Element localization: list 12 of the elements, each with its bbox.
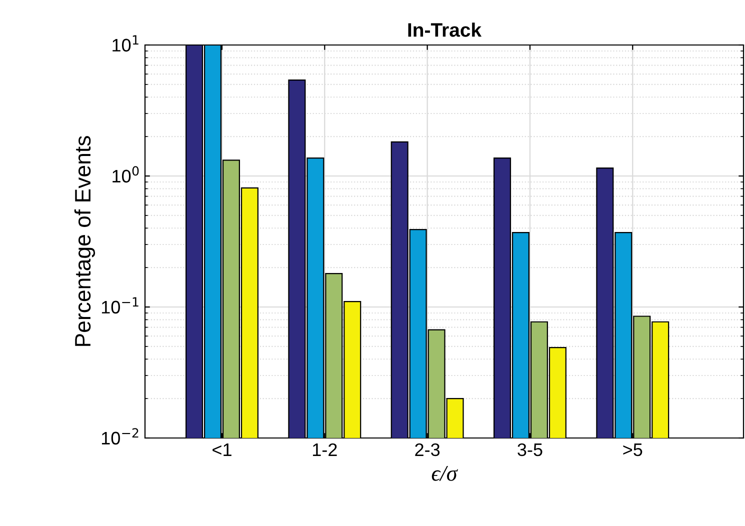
x-tick-label: >5 [623,444,642,456]
x-tick-label: 2-3 [415,443,440,456]
x-tick-label: <1 [212,444,232,456]
y-tick-label: 10$^{−1}$ [102,297,138,314]
chart-title: In-Track [408,22,482,37]
y-tick-label: 10$^{−2}$ [102,428,138,445]
y-tick-label: 10$^{0}$ [112,166,139,183]
y-tick-label: 10$^{1}$ [112,35,138,52]
x-tick-label: 1-2 [312,443,337,456]
x-tick-label: 3-5 [518,443,542,456]
x-axis-title: ϵ/σ [432,466,458,481]
y-axis-title: Percentage of Events [74,136,96,346]
